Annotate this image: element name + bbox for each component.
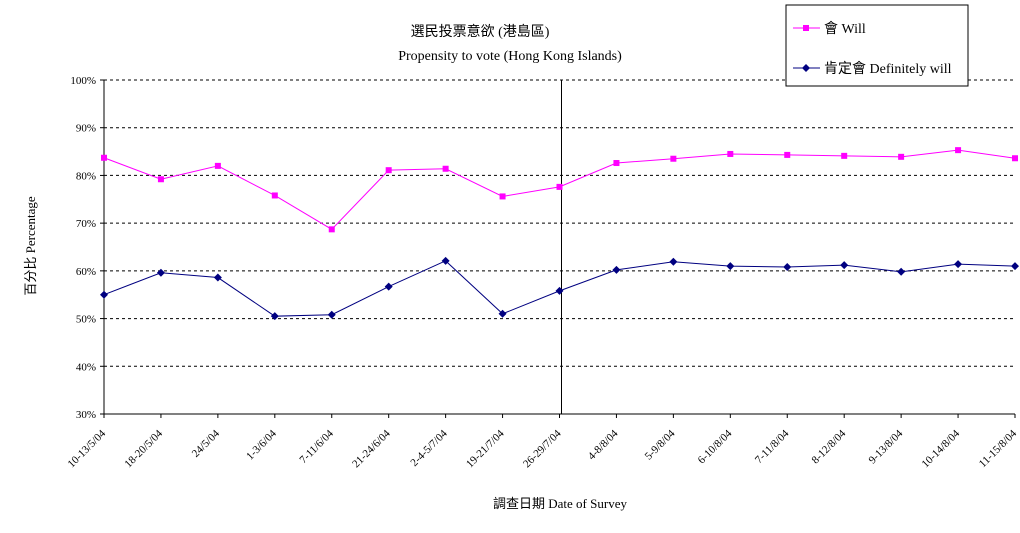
y-axis-title: 百分比 Percentage bbox=[23, 196, 38, 296]
data-point bbox=[327, 310, 336, 319]
grid-lines bbox=[104, 79, 1015, 367]
x-axis-ticks: 10-13/5/04 18-20/5/04 24/5/04 1-3/6/04 7-11/… bbox=[65, 414, 1019, 470]
y-axis-ticks: 30% 40% 50% 60% 70% 80% 90% 100% bbox=[70, 75, 104, 421]
data-point bbox=[555, 286, 564, 295]
data-point bbox=[783, 263, 792, 272]
x-tick-label: 9-13/8/04 bbox=[867, 427, 906, 466]
data-point bbox=[613, 160, 620, 167]
chart-title: 選民投票意欲 (港島區) bbox=[411, 23, 550, 40]
x-tick-label: 6-10/8/04 bbox=[696, 427, 735, 466]
legend-box bbox=[785, 4, 969, 87]
x-axis-title: 調查日期 Date of Survey bbox=[493, 496, 627, 511]
x-tick-label: 24/5/04 bbox=[190, 427, 223, 460]
data-point bbox=[898, 153, 905, 160]
data-point bbox=[1012, 155, 1018, 162]
data-point bbox=[726, 262, 735, 271]
x-tick-label: 4-8/8/04 bbox=[586, 427, 621, 462]
data-point bbox=[954, 260, 963, 269]
x-tick-label: 5-9/8/04 bbox=[643, 427, 678, 462]
data-point bbox=[214, 162, 221, 169]
series-2 bbox=[100, 256, 1019, 321]
legend-marker bbox=[802, 64, 810, 72]
series-1 bbox=[101, 147, 1018, 233]
data-point bbox=[897, 267, 906, 276]
x-tick-label: 10-14/8/04 bbox=[920, 427, 963, 470]
x-tick-label: 11-15/8/04 bbox=[977, 427, 1020, 470]
x-tick-label: 26-29/7/04 bbox=[521, 427, 564, 470]
data-point bbox=[556, 183, 563, 190]
data-point bbox=[1011, 262, 1019, 271]
x-tick-label: 8-12/8/04 bbox=[810, 427, 849, 466]
data-point bbox=[213, 273, 222, 282]
data-point bbox=[157, 176, 164, 183]
data-point bbox=[270, 312, 279, 321]
data-point bbox=[328, 226, 335, 233]
legend: 會 Will 肯定會 Definitely will bbox=[785, 4, 969, 87]
data-point bbox=[498, 309, 507, 318]
data-point bbox=[670, 155, 677, 162]
data-point bbox=[612, 265, 621, 274]
data-point bbox=[442, 165, 449, 172]
data-point bbox=[955, 147, 962, 154]
data-point bbox=[156, 268, 165, 277]
legend-marker bbox=[803, 25, 809, 31]
data-point bbox=[100, 290, 108, 299]
y-tick-label: 50% bbox=[76, 314, 96, 326]
y-tick-label: 60% bbox=[76, 266, 96, 278]
y-tick-label: 90% bbox=[76, 123, 96, 135]
y-tick-label: 40% bbox=[76, 361, 96, 373]
y-tick-label: 30% bbox=[76, 409, 96, 421]
x-tick-label: 21-24/6/04 bbox=[350, 427, 393, 470]
legend-label: 肯定會 Definitely will bbox=[824, 61, 952, 77]
data-point bbox=[101, 154, 107, 161]
x-tick-label: 18-20/5/04 bbox=[122, 427, 165, 470]
data-point bbox=[441, 256, 450, 265]
x-tick-label: 7-11/8/04 bbox=[753, 427, 792, 466]
chart-subtitle: Propensity to vote (Hong Kong Islands) bbox=[398, 49, 622, 64]
legend-label: 會 Will bbox=[824, 21, 866, 37]
x-tick-label: 7-11/6/04 bbox=[297, 427, 336, 466]
y-tick-label: 70% bbox=[76, 218, 96, 230]
data-point bbox=[784, 151, 791, 158]
x-tick-label: 2-4-5/7/04 bbox=[408, 427, 450, 469]
y-tick-label: 80% bbox=[76, 170, 96, 182]
series-group bbox=[100, 147, 1019, 321]
data-point bbox=[841, 152, 848, 159]
y-tick-label: 100% bbox=[70, 75, 96, 87]
data-point bbox=[727, 150, 734, 157]
data-point bbox=[669, 257, 678, 266]
x-tick-label: 10-13/5/04 bbox=[65, 427, 108, 470]
data-point bbox=[840, 261, 849, 270]
data-point bbox=[385, 167, 392, 174]
data-point bbox=[384, 282, 393, 291]
data-point bbox=[499, 193, 506, 200]
x-tick-label: 19-21/7/04 bbox=[464, 427, 507, 470]
data-point bbox=[271, 192, 278, 199]
x-tick-label: 1-3/6/04 bbox=[244, 427, 279, 462]
axes bbox=[103, 80, 1015, 415]
